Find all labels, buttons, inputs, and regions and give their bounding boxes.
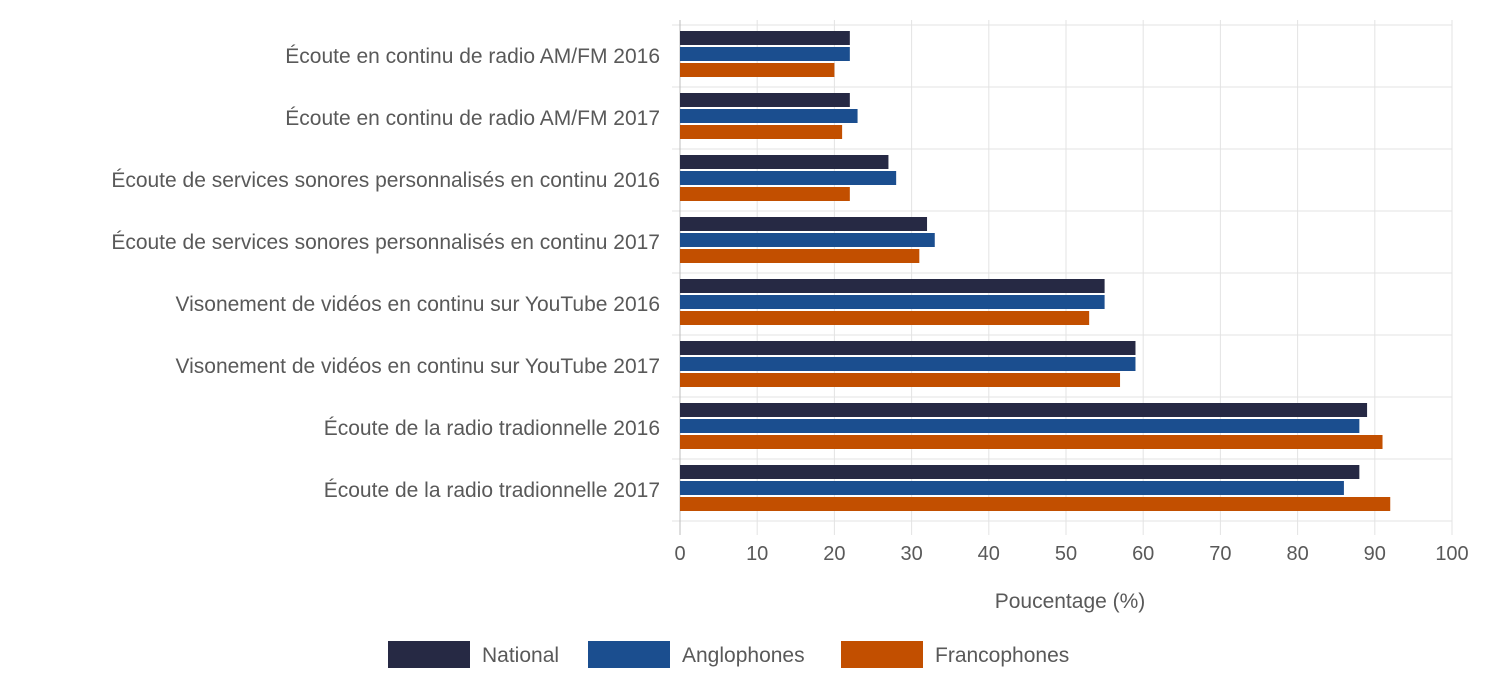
grid — [672, 20, 1453, 535]
bar-national — [680, 279, 1105, 293]
legend-swatch-anglophones[interactable] — [588, 641, 670, 668]
category-label: Écoute en continu de radio AM/FM 2016 — [285, 45, 660, 68]
bar-francophones — [680, 125, 843, 139]
bar-anglophones — [680, 47, 850, 61]
bar-national — [680, 93, 850, 107]
x-axis-label: Poucentage (%) — [995, 590, 1146, 613]
bar-national — [680, 403, 1368, 417]
legend-swatch-francophones[interactable] — [841, 641, 923, 668]
x-tick-label: 100 — [1435, 543, 1468, 565]
category-label: Écoute de services sonores personnalisés… — [111, 169, 660, 192]
bar-national — [680, 465, 1360, 479]
bar-anglophones — [680, 357, 1136, 371]
x-tick-label: 50 — [1055, 543, 1077, 565]
bar-anglophones — [680, 295, 1105, 309]
bar-francophones — [680, 435, 1383, 449]
bar-anglophones — [680, 481, 1344, 495]
bar-anglophones — [680, 419, 1360, 433]
bar-francophones — [680, 497, 1391, 511]
bar-francophones — [680, 373, 1121, 387]
category-label: Visonement de vidéos en continu sur YouT… — [175, 355, 660, 378]
x-tick-label: 70 — [1209, 543, 1231, 565]
category-label: Écoute de services sonores personnalisés… — [111, 231, 660, 254]
bar-national — [680, 341, 1136, 355]
x-tick-label: 40 — [978, 543, 1000, 565]
bar-francophones — [680, 311, 1090, 325]
x-tick-label: 80 — [1286, 543, 1308, 565]
legend-label[interactable]: National — [482, 644, 559, 667]
bar-francophones — [680, 187, 850, 201]
category-label: Écoute en continu de radio AM/FM 2017 — [285, 107, 660, 130]
bar-national — [680, 31, 850, 45]
category-labels: Écoute en continu de radio AM/FM 2016 Éco… — [111, 45, 660, 502]
x-tick-label: 0 — [674, 543, 685, 565]
category-label: Visonement de vidéos en continu sur YouT… — [175, 293, 660, 316]
x-tick-label: 10 — [746, 543, 768, 565]
bar-national — [680, 155, 889, 169]
x-tick-labels: 0 10 20 30 40 50 60 70 80 90 100 — [674, 543, 1468, 565]
bars — [680, 31, 1391, 511]
bar-national — [680, 217, 928, 231]
legend-label[interactable]: Francophones — [935, 644, 1069, 667]
bar-anglophones — [680, 171, 897, 185]
legend-label[interactable]: Anglophones — [682, 644, 805, 667]
category-label: Écoute de la radio tradionnelle 2017 — [324, 479, 660, 502]
category-label: Écoute de la radio tradionnelle 2016 — [324, 417, 660, 440]
legend: National Anglophones Francophones — [388, 641, 1069, 668]
legend-swatch-national[interactable] — [388, 641, 470, 668]
x-tick-label: 20 — [823, 543, 845, 565]
bar-anglophones — [680, 233, 935, 247]
x-tick-label: 90 — [1364, 543, 1386, 565]
x-tick-label: 60 — [1132, 543, 1154, 565]
bar-francophones — [680, 63, 835, 77]
x-tick-label: 30 — [900, 543, 922, 565]
bar-anglophones — [680, 109, 858, 123]
bar-francophones — [680, 249, 920, 263]
